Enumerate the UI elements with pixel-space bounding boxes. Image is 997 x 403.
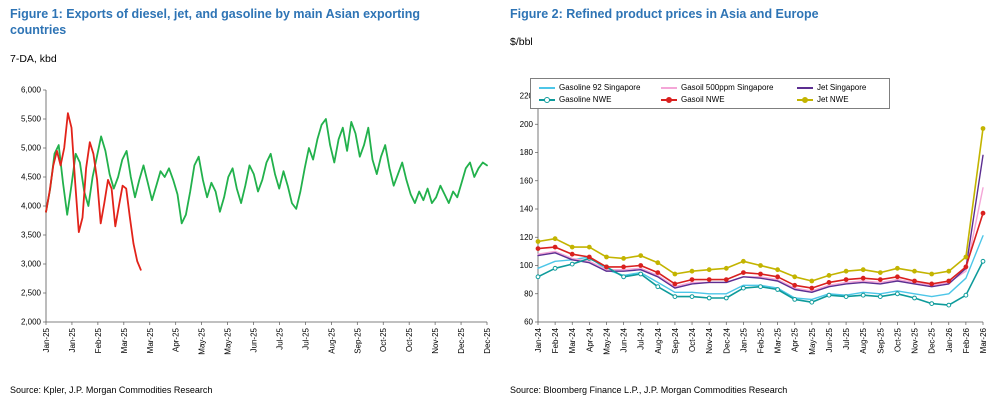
svg-text:Nov-25: Nov-25 xyxy=(431,327,440,353)
svg-text:3,000: 3,000 xyxy=(21,260,42,269)
legend-item: Gasoil 500ppm Singapore xyxy=(661,83,793,92)
svg-text:Sep-25: Sep-25 xyxy=(876,327,885,353)
svg-text:5,500: 5,500 xyxy=(21,115,42,124)
svg-text:4,000: 4,000 xyxy=(21,202,42,211)
figure2-source: Source: Bloomberg Finance L.P., J.P. Mor… xyxy=(510,385,788,395)
legend-label: Gasoline 92 Singapore xyxy=(559,83,641,92)
legend-item: Gasoline 92 Singapore xyxy=(539,83,657,92)
legend-line-swatch xyxy=(661,86,677,89)
legend-item: Gasoil NWE xyxy=(661,95,793,104)
svg-text:May-24: May-24 xyxy=(602,327,611,354)
legend-label: Gasoline NWE xyxy=(559,95,612,104)
svg-text:Feb-24: Feb-24 xyxy=(551,327,560,353)
svg-text:2,500: 2,500 xyxy=(21,289,42,298)
svg-text:May-25: May-25 xyxy=(808,327,817,354)
svg-text:Dec-24: Dec-24 xyxy=(722,327,731,353)
svg-text:200: 200 xyxy=(520,120,534,129)
svg-text:Apr-25: Apr-25 xyxy=(791,327,800,352)
figure2-panel: Figure 2: Refined product prices in Asia… xyxy=(500,0,997,403)
svg-text:100: 100 xyxy=(520,261,534,270)
figure2-chart: 60 80 100 120 140 160 180 200 220 Jan-24 Feb-24 Mar… xyxy=(520,92,988,355)
figure1-title: Figure 1: Exports of diesel, jet, and ga… xyxy=(10,7,421,38)
svg-text:Oct-25: Oct-25 xyxy=(379,327,388,352)
svg-text:180: 180 xyxy=(520,148,534,157)
svg-text:120: 120 xyxy=(520,233,534,242)
svg-text:Jul-25: Jul-25 xyxy=(275,327,284,349)
svg-text:Sep-24: Sep-24 xyxy=(671,327,680,353)
legend-label: Jet NWE xyxy=(817,95,849,104)
legend-line-swatch xyxy=(539,96,555,103)
svg-text:3,500: 3,500 xyxy=(21,231,42,240)
svg-text:Apr-25: Apr-25 xyxy=(172,327,181,352)
svg-text:Mar-25: Mar-25 xyxy=(774,327,783,353)
legend-label: Gasoil NWE xyxy=(681,95,725,104)
svg-text:Oct-24: Oct-24 xyxy=(688,327,697,352)
svg-text:Jan-25: Jan-25 xyxy=(42,327,51,352)
svg-text:Dec-25: Dec-25 xyxy=(457,327,466,353)
svg-text:Mar-25: Mar-25 xyxy=(146,327,155,353)
svg-text:Feb-25: Feb-25 xyxy=(94,327,103,353)
svg-text:Dec-25: Dec-25 xyxy=(483,327,492,353)
legend-item: Gasoline NWE xyxy=(539,95,657,104)
svg-text:5,000: 5,000 xyxy=(21,144,42,153)
svg-text:Jan-25: Jan-25 xyxy=(68,327,77,352)
svg-text:Mar-26: Mar-26 xyxy=(979,327,988,353)
legend-line-swatch xyxy=(797,96,813,103)
svg-text:May-25: May-25 xyxy=(224,327,233,354)
legend-line-swatch xyxy=(797,86,813,89)
svg-text:Nov-25: Nov-25 xyxy=(911,327,920,353)
legend-label: Gasoil 500ppm Singapore xyxy=(681,83,774,92)
svg-text:Mar-24: Mar-24 xyxy=(568,327,577,353)
legend-item: Jet Singapore xyxy=(797,83,881,92)
legend-marker-dot xyxy=(544,96,550,103)
figure2-legend: Gasoline 92 Singapore Gasoil 500ppm Singa… xyxy=(530,78,890,109)
figure1-source: Source: Kpler, J.P. Morgan Commodities R… xyxy=(10,385,213,395)
figure2-unit-label: $/bbl xyxy=(510,36,533,48)
legend-line-swatch xyxy=(539,86,555,89)
svg-text:Oct-25: Oct-25 xyxy=(405,327,414,352)
figure1-chart: 2,000 2,500 3,000 3,500 4,000 4,500 5,000 5,500… xyxy=(21,86,492,355)
svg-text:Jan-26: Jan-26 xyxy=(945,327,954,352)
svg-text:Jul-24: Jul-24 xyxy=(637,327,646,349)
figure2-title: Figure 2: Refined product prices in Asia… xyxy=(510,7,819,21)
svg-text:Jun-25: Jun-25 xyxy=(250,327,259,352)
svg-text:160: 160 xyxy=(520,176,534,185)
legend-marker-dot xyxy=(802,96,808,103)
svg-text:Jun-24: Jun-24 xyxy=(620,327,629,352)
figure1-panel: Figure 1: Exports of diesel, jet, and ga… xyxy=(0,0,497,403)
svg-text:4,500: 4,500 xyxy=(21,173,42,182)
svg-text:May-25: May-25 xyxy=(198,327,207,354)
legend-line-swatch xyxy=(661,96,677,103)
figure1-unit-label: 7-DA, kbd xyxy=(10,53,57,65)
svg-text:Oct-25: Oct-25 xyxy=(893,327,902,352)
svg-text:Jun-25: Jun-25 xyxy=(825,327,834,352)
svg-text:Jul-25: Jul-25 xyxy=(301,327,310,349)
svg-text:Feb-25: Feb-25 xyxy=(757,327,766,353)
svg-text:Aug-25: Aug-25 xyxy=(327,327,336,353)
svg-text:Dec-25: Dec-25 xyxy=(928,327,937,353)
svg-text:Jan-24: Jan-24 xyxy=(534,327,543,352)
svg-text:Sep-25: Sep-25 xyxy=(353,327,362,353)
svg-text:Aug-24: Aug-24 xyxy=(654,327,663,353)
svg-text:80: 80 xyxy=(524,289,533,298)
svg-text:220: 220 xyxy=(520,92,534,101)
svg-text:6,000: 6,000 xyxy=(21,86,42,95)
svg-text:Feb-26: Feb-26 xyxy=(962,327,971,353)
svg-text:Jan-25: Jan-25 xyxy=(739,327,748,352)
svg-text:140: 140 xyxy=(520,205,534,214)
svg-text:Jul-25: Jul-25 xyxy=(842,327,851,349)
legend-item: Jet NWE xyxy=(797,95,881,104)
svg-text:2,000: 2,000 xyxy=(21,318,42,327)
legend-marker-dot xyxy=(666,96,672,103)
svg-text:Mar-25: Mar-25 xyxy=(120,327,129,353)
svg-text:Apr-24: Apr-24 xyxy=(585,327,594,352)
svg-text:Nov-24: Nov-24 xyxy=(705,327,714,353)
legend-label: Jet Singapore xyxy=(817,83,867,92)
svg-text:60: 60 xyxy=(524,318,533,327)
svg-text:Aug-25: Aug-25 xyxy=(859,327,868,353)
